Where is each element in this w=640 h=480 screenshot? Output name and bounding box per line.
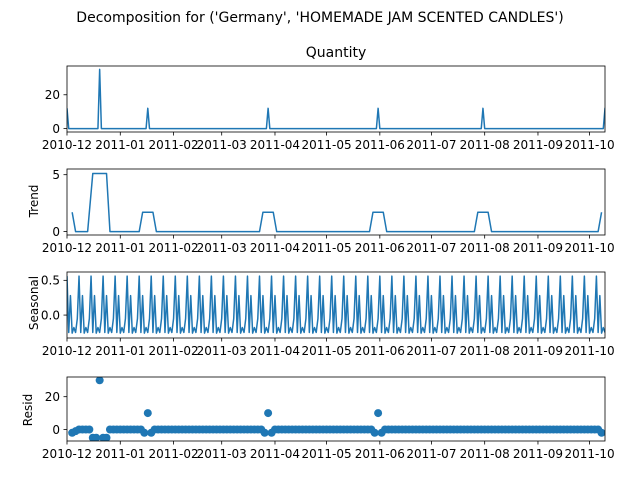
xtick-label: 2011-08 bbox=[460, 447, 510, 461]
resid-point bbox=[260, 428, 269, 437]
xtick-label: 2010-12 bbox=[42, 241, 92, 255]
xtick-label: 2010-12 bbox=[42, 344, 92, 358]
xtick-label: 2011-08 bbox=[460, 344, 510, 358]
ylabel-trend: Trend bbox=[27, 185, 41, 219]
resid-point bbox=[374, 409, 383, 418]
xtick-label: 2011-06 bbox=[355, 138, 405, 152]
axes-frame-resid bbox=[66, 376, 606, 442]
xtick-label: 2011-07 bbox=[406, 241, 456, 255]
axes-frame-quantity bbox=[66, 65, 606, 133]
ytick-label: 0.5 bbox=[41, 274, 60, 288]
xtick-label: 2011-07 bbox=[406, 344, 456, 358]
xtick-label: 2011-02 bbox=[148, 241, 198, 255]
panel-title-quantity: Quantity bbox=[306, 45, 367, 61]
xtick-label: 2011-01 bbox=[95, 447, 145, 461]
xtick-label: 2011-01 bbox=[95, 138, 145, 152]
xtick-label: 2011-08 bbox=[460, 241, 510, 255]
ytick-label: 0.0 bbox=[41, 308, 60, 322]
xtick-label: 2011-09 bbox=[513, 344, 563, 358]
xtick-label: 2011-06 bbox=[355, 241, 405, 255]
xtick-label: 2011-09 bbox=[513, 241, 563, 255]
xtick-label: 2011-10 bbox=[564, 344, 614, 358]
resid-point bbox=[92, 433, 101, 441]
resid-point bbox=[143, 409, 152, 418]
xtick-label: 2011-03 bbox=[197, 344, 247, 358]
ytick-label: 20 bbox=[45, 88, 60, 102]
ylabel-resid: Resid bbox=[21, 394, 35, 426]
resid-point bbox=[95, 377, 104, 385]
resid-point bbox=[85, 425, 94, 434]
resid-point bbox=[102, 433, 111, 441]
axes-frame-seasonal bbox=[66, 271, 606, 339]
xtick-label: 2011-10 bbox=[564, 241, 614, 255]
ylabel-seasonal: Seasonal bbox=[27, 276, 41, 330]
figure-suptitle: Decomposition for ('Germany', 'HOMEMADE … bbox=[76, 10, 563, 26]
xtick-label: 2011-10 bbox=[564, 138, 614, 152]
xtick-label: 2011-08 bbox=[460, 138, 510, 152]
xtick-label: 2011-06 bbox=[355, 344, 405, 358]
ytick-label: 0 bbox=[52, 122, 60, 136]
ytick-label: 0 bbox=[52, 423, 60, 437]
resid-point bbox=[264, 409, 273, 418]
xtick-label: 2011-01 bbox=[95, 344, 145, 358]
ytick-label: 5 bbox=[52, 168, 60, 182]
resid-point bbox=[140, 428, 149, 437]
xtick-label: 2011-04 bbox=[250, 241, 300, 255]
series-line-quantity bbox=[67, 68, 605, 130]
xtick-label: 2011-04 bbox=[250, 344, 300, 358]
ytick-label: 0 bbox=[52, 225, 60, 239]
xtick-label: 2010-12 bbox=[42, 138, 92, 152]
xtick-label: 2011-07 bbox=[406, 447, 456, 461]
xtick-label: 2011-09 bbox=[513, 447, 563, 461]
xtick-label: 2011-04 bbox=[250, 447, 300, 461]
xtick-label: 2011-05 bbox=[301, 241, 351, 255]
xtick-label: 2011-02 bbox=[148, 138, 198, 152]
axes-frame-trend bbox=[66, 168, 606, 236]
xtick-label: 2010-12 bbox=[42, 447, 92, 461]
xtick-label: 2011-10 bbox=[564, 447, 614, 461]
series-line-trend bbox=[71, 172, 603, 233]
xtick-label: 2011-03 bbox=[197, 138, 247, 152]
xtick-label: 2011-04 bbox=[250, 138, 300, 152]
xtick-label: 2011-01 bbox=[95, 241, 145, 255]
xtick-label: 2011-09 bbox=[513, 138, 563, 152]
xtick-label: 2011-05 bbox=[301, 447, 351, 461]
xtick-label: 2011-03 bbox=[197, 241, 247, 255]
xtick-label: 2011-05 bbox=[301, 344, 351, 358]
xtick-label: 2011-07 bbox=[406, 138, 456, 152]
xtick-label: 2011-02 bbox=[148, 447, 198, 461]
resid-point bbox=[370, 428, 379, 437]
xtick-label: 2011-03 bbox=[197, 447, 247, 461]
ytick-label: 20 bbox=[45, 390, 60, 404]
resid-point bbox=[597, 428, 605, 437]
xtick-label: 2011-05 bbox=[301, 138, 351, 152]
series-line-seasonal bbox=[67, 275, 605, 334]
xtick-label: 2011-06 bbox=[355, 447, 405, 461]
xtick-label: 2011-02 bbox=[148, 344, 198, 358]
